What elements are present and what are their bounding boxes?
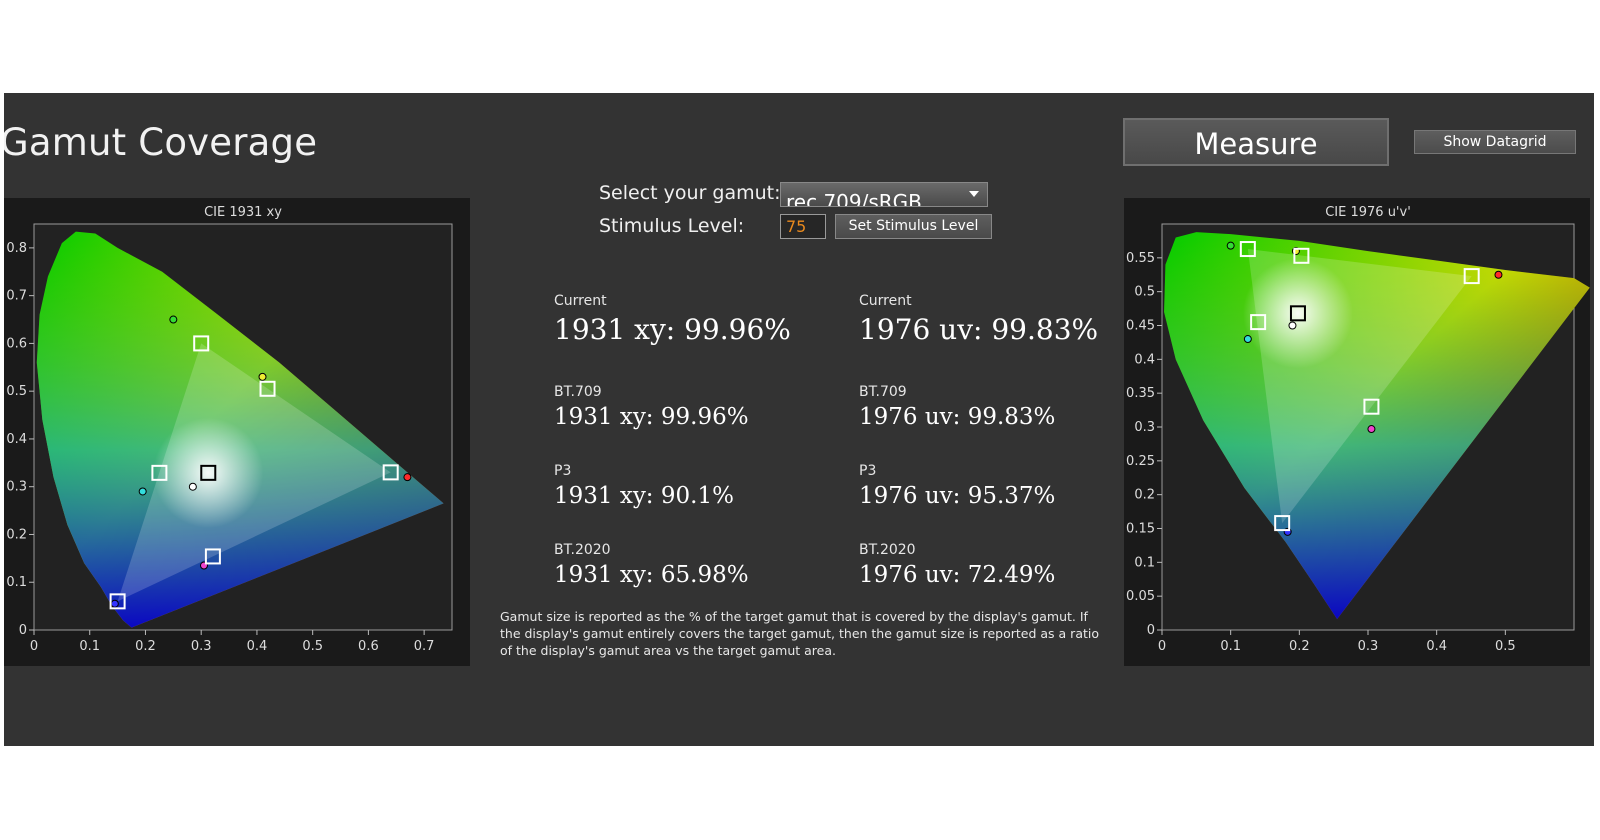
stimulus-label: Stimulus Level: [599, 215, 745, 237]
show-datagrid-button[interactable]: Show Datagrid [1414, 130, 1576, 154]
x-tick-label: 0 [1158, 639, 1166, 654]
x-tick-label: 0.1 [79, 639, 100, 654]
y-tick-label: 0.45 [1126, 319, 1155, 334]
x-tick-label: 0.4 [1426, 639, 1447, 654]
stat-label-bt2020-xy: BT.2020 [554, 542, 611, 558]
cie1976-chart-panel: CIE 1976 u'v' 0 0.1 0.2 0.3 0.4 0.5 0 0.05 0.1 0.1… [1124, 198, 1590, 666]
measured-point-red [1494, 270, 1503, 279]
page-title: Gamut Coverage [4, 121, 318, 164]
target-square-blue [109, 593, 126, 610]
target-square-green [1239, 241, 1256, 258]
stat-bt709-uv: 1976 uv: 99.83% [859, 404, 1056, 430]
target-square-cyan [151, 464, 168, 481]
y-tick-label: 0.1 [1134, 555, 1155, 570]
y-tick-label: 0.05 [1126, 589, 1155, 604]
stat-bt2020-xy: 1931 xy: 65.98% [554, 562, 749, 588]
stat-bt709-xy: 1931 xy: 99.96% [554, 404, 749, 430]
stat-current-uv: 1976 uv: 99.83% [859, 313, 1099, 346]
measured-point-white [188, 482, 197, 491]
measured-point-red [403, 473, 412, 482]
chevron-down-icon [969, 191, 979, 197]
y-tick-label: 0.1 [6, 575, 27, 590]
white-point-glow [153, 417, 264, 528]
x-tick-label: 0.5 [1495, 639, 1516, 654]
target-square-red [382, 464, 399, 481]
measured-point-cyan [1243, 335, 1252, 344]
measured-point-green [1226, 241, 1235, 250]
target-square-yellow [1293, 247, 1310, 264]
x-tick-label: 0.4 [247, 639, 268, 654]
x-tick-label: 0.3 [191, 639, 212, 654]
stat-label-bt709-xy: BT.709 [554, 384, 602, 400]
x-tick-label: 0.2 [1289, 639, 1310, 654]
chart-title: CIE 1931 xy [204, 205, 282, 220]
cie1931-chart: CIE 1931 xy 0 0.1 0.2 0.3 0.4 0.5 0.6 0.7 0 0.1 0.2… [6, 205, 453, 654]
measured-point-yellow [258, 372, 267, 381]
stat-label-p3-xy: P3 [554, 463, 572, 479]
measured-point-magenta [1367, 425, 1376, 434]
gamut-note: Gamut size is reported as the % of the t… [500, 609, 1099, 658]
target-square-yellow [259, 380, 276, 397]
x-tick-label: 0.2 [135, 639, 156, 654]
app-window: Gamut Coverage Measure Show Datagrid Sel… [4, 93, 1594, 746]
y-tick-label: 0.5 [6, 384, 27, 399]
target-square-magenta [204, 548, 221, 565]
x-tick-label: 0 [30, 639, 38, 654]
y-tick-label: 0 [1147, 623, 1155, 638]
x-tick-label: 0.5 [302, 639, 323, 654]
y-tick-label: 0.4 [1134, 352, 1155, 367]
stat-p3-uv: 1976 uv: 95.37% [859, 483, 1056, 509]
gamut-select[interactable]: rec 709/sRGB [780, 182, 988, 207]
y-tick-label: 0.2 [1134, 488, 1155, 503]
stat-current-xy: 1931 xy: 99.96% [554, 313, 791, 346]
y-tick-label: 0.55 [1126, 251, 1155, 266]
stat-label-bt2020-uv: BT.2020 [859, 542, 916, 558]
x-tick-label: 0.3 [1358, 639, 1379, 654]
stat-bt2020-uv: 1976 uv: 72.49% [859, 562, 1056, 588]
stat-label-bt709-uv: BT.709 [859, 384, 907, 400]
y-tick-label: 0.35 [1126, 386, 1155, 401]
y-tick-label: 0.7 [6, 289, 27, 304]
y-tick-label: 0.2 [6, 527, 27, 542]
x-tick-label: 0.6 [358, 639, 379, 654]
y-tick-label: 0.8 [6, 241, 27, 256]
gamut-select-value: rec 709/sRGB [786, 190, 922, 207]
measured-point-green [169, 315, 178, 324]
target-square-red [1463, 268, 1480, 285]
target-square-white [1289, 305, 1306, 322]
stimulus-input[interactable]: 75 [780, 214, 826, 239]
target-square-blue [1274, 515, 1291, 532]
y-tick-label: 0.25 [1126, 454, 1155, 469]
gamut-select-label: Select your gamut: [599, 182, 781, 204]
y-tick-label: 0 [19, 623, 27, 638]
chart-title: CIE 1976 u'v' [1325, 205, 1411, 220]
measure-button[interactable]: Measure [1123, 118, 1389, 166]
target-square-white [200, 464, 217, 481]
measured-point-white [1288, 321, 1297, 330]
measured-point-blue [110, 599, 119, 608]
x-tick-label: 0.1 [1220, 639, 1241, 654]
y-tick-label: 0.3 [6, 480, 27, 495]
target-square-magenta [1363, 398, 1380, 415]
y-tick-label: 0.4 [6, 432, 27, 447]
target-square-cyan [1250, 314, 1267, 331]
measured-point-cyan [138, 487, 147, 496]
target-square-green [193, 335, 210, 352]
stat-label-current-uv: Current [859, 293, 912, 309]
cie1931-chart-panel: CIE 1931 xy 0 0.1 0.2 0.3 0.4 0.5 0.6 0.7 0 0.1 0.2… [4, 198, 470, 666]
stat-p3-xy: 1931 xy: 90.1% [554, 483, 734, 509]
x-tick-label: 0.7 [414, 639, 435, 654]
cie1976-chart: CIE 1976 u'v' 0 0.1 0.2 0.3 0.4 0.5 0 0.05 0.1 0.1… [1126, 205, 1590, 654]
y-tick-label: 0.3 [1134, 420, 1155, 435]
white-point-glow [1242, 258, 1353, 369]
set-stimulus-button[interactable]: Set Stimulus Level [835, 214, 992, 239]
y-tick-label: 0.6 [6, 336, 27, 351]
y-tick-label: 0.15 [1126, 522, 1155, 537]
stat-label-p3-uv: P3 [859, 463, 877, 479]
stat-label-current-xy: Current [554, 293, 607, 309]
y-tick-label: 0.5 [1134, 285, 1155, 300]
